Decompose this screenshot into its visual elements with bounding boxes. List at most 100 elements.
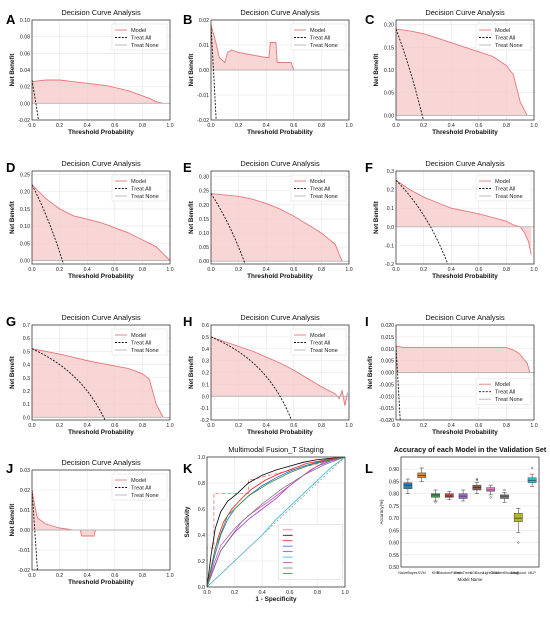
model-line	[211, 336, 349, 406]
chart-title: Decision Curve Analysis	[61, 458, 141, 467]
x-axis-label: Threshold Probability	[68, 579, 134, 586]
panel-c: C Decision Curve Analysis 0.00 0.05 0.10 0.15…	[365, 8, 538, 136]
y-tick-label: 0.01	[199, 43, 209, 49]
plot-frame	[31, 19, 171, 121]
y-tick-label: 0.85	[389, 479, 399, 485]
panel-letter: E	[183, 160, 192, 175]
y-tick-label: 0.2	[387, 188, 394, 194]
roc-series-line	[207, 457, 345, 587]
chart-title: Accuracy of each Model in the Validation…	[394, 445, 547, 454]
x-axis-label: Model Name	[458, 577, 483, 582]
x-tick-label: 1.0	[530, 423, 537, 429]
x-tick-label: 0.0	[207, 267, 214, 273]
x-tick-label: KNN	[432, 571, 440, 575]
x-tick-label: 0.2	[420, 267, 427, 273]
x-tick-label: 0.2	[56, 573, 63, 579]
model-line	[32, 489, 96, 537]
y-tick-label: 0.005	[381, 359, 394, 365]
x-axis-label: Threshold Probability	[432, 273, 498, 280]
model-area	[32, 348, 164, 418]
y-axis-label: Net Benefit	[9, 201, 16, 234]
box-outlier	[530, 466, 534, 470]
model-line	[32, 79, 164, 104]
panel-k: K Multimodal Fusion_T Staging 0.0 0.2 0.4 0.6…	[183, 445, 349, 603]
treat-all-line	[211, 24, 217, 120]
box-outlier	[475, 477, 478, 481]
y-tick-label: 0.00	[20, 259, 30, 265]
model-area	[396, 180, 532, 255]
x-tick-label: 0.8	[139, 423, 146, 429]
box-outlier	[434, 501, 437, 504]
x-tick-label: 1.0	[166, 423, 173, 429]
x-tick-label: 1.0	[345, 423, 352, 429]
x-axis-label: Threshold Probability	[247, 429, 313, 436]
legend-label: Model	[131, 333, 146, 339]
plot-frame	[31, 324, 171, 421]
y-tick-label: 0.0	[198, 585, 205, 591]
roc-series-line	[207, 457, 345, 587]
y-tick-label: 0.6	[23, 336, 30, 342]
x-tick-label: 0.8	[139, 573, 146, 579]
y-tick-label: 0.1	[387, 206, 394, 212]
x-tick-label: 1.0	[341, 590, 348, 596]
chart-title: Decision Curve Analysis	[425, 8, 505, 17]
y-tick-label: -0.020	[379, 418, 394, 424]
panel-letter: K	[183, 461, 193, 476]
legend-label: Treat All	[131, 341, 151, 347]
panel-letter: L	[365, 461, 373, 476]
x-tick-label: 0.8	[503, 123, 510, 129]
legend-box	[290, 328, 347, 356]
x-axis-label: Threshold Probability	[247, 129, 313, 136]
legend-label: Model	[495, 382, 510, 388]
y-tick-label: 0.00	[199, 68, 209, 74]
y-tick-label: -0.010	[379, 394, 394, 400]
legend-box	[290, 174, 347, 202]
y-tick-label: 0.03	[20, 468, 30, 474]
x-tick-label: 0.4	[84, 573, 91, 579]
roc-series-line	[207, 457, 345, 587]
y-tick-label: -0.02	[18, 118, 30, 124]
x-tick-label: 0.2	[56, 123, 63, 129]
panel-letter: D	[6, 160, 15, 175]
legend-label: Model	[131, 478, 146, 484]
y-tick-label: 0.015	[381, 335, 394, 341]
model-area	[32, 184, 170, 261]
y-tick-label: 0.02	[20, 488, 30, 494]
y-tick-label: 0.00	[199, 259, 209, 265]
x-tick-label: 0.6	[111, 267, 118, 273]
x-axis-label: Threshold Probability	[432, 429, 498, 436]
x-tick-label: 0.6	[475, 267, 482, 273]
box-outlier	[517, 541, 520, 544]
x-tick-label: 0.8	[314, 590, 321, 596]
plot-frame	[400, 456, 540, 568]
treat-all-line	[32, 348, 106, 420]
chart-title: Decision Curve Analysis	[61, 313, 141, 322]
x-tick-label: 1.0	[345, 123, 352, 129]
x-tick-label: 1.0	[530, 267, 537, 273]
plot-marks	[396, 179, 534, 264]
legend-label: Model	[310, 333, 325, 339]
panel-letter: A	[6, 12, 16, 27]
x-tick-label: 0.6	[290, 267, 297, 273]
legend-label: Treat All	[495, 187, 515, 193]
y-axis-label: Net Benefit	[9, 356, 16, 389]
plot-frame	[395, 19, 535, 121]
y-tick-label: 0.10	[20, 18, 30, 24]
y-tick-label: 0.4	[202, 347, 209, 353]
legend-label: Treat None	[310, 194, 338, 200]
x-tick-label: 0.4	[448, 423, 455, 429]
y-tick-label: 0.8	[198, 481, 205, 487]
panel-letter: F	[365, 160, 373, 175]
x-tick-label: XGBoost	[470, 571, 484, 575]
y-tick-label: -0.015	[379, 406, 394, 412]
x-tick-label: 0.8	[139, 123, 146, 129]
y-tick-label: 0.02	[199, 18, 209, 24]
x-tick-label: 0.6	[475, 423, 482, 429]
y-tick-label: 0.6	[202, 323, 209, 329]
legend-label: Model	[131, 179, 146, 185]
